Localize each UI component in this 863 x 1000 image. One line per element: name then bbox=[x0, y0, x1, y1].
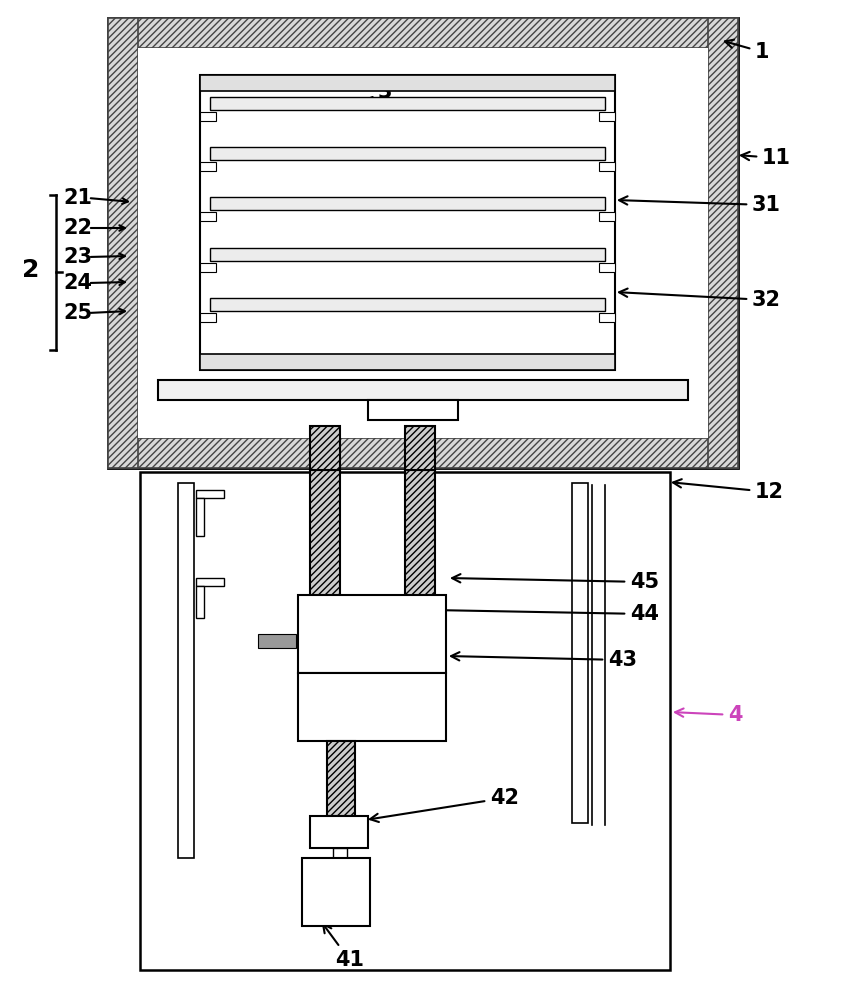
Bar bbox=[200, 75, 615, 370]
Bar bbox=[108, 18, 138, 468]
Text: 45: 45 bbox=[452, 572, 659, 592]
Bar bbox=[327, 741, 355, 816]
Bar bbox=[210, 298, 605, 311]
Bar bbox=[599, 112, 615, 121]
Text: 42: 42 bbox=[370, 788, 519, 822]
Text: 23: 23 bbox=[63, 247, 92, 267]
Bar bbox=[310, 426, 340, 470]
Bar bbox=[196, 490, 224, 498]
Bar bbox=[196, 578, 224, 586]
Bar bbox=[708, 18, 738, 468]
Bar bbox=[258, 634, 296, 648]
Text: 44: 44 bbox=[437, 604, 659, 624]
Bar bbox=[298, 595, 446, 673]
Bar bbox=[210, 97, 605, 110]
Bar bbox=[599, 162, 615, 171]
Text: 3: 3 bbox=[350, 82, 393, 107]
Bar bbox=[599, 212, 615, 221]
Bar bbox=[158, 380, 688, 400]
Bar bbox=[405, 426, 435, 470]
Bar bbox=[210, 147, 605, 160]
Text: 43: 43 bbox=[451, 650, 637, 670]
Text: 31: 31 bbox=[619, 195, 781, 215]
Bar bbox=[298, 673, 446, 741]
Text: 41: 41 bbox=[323, 924, 364, 970]
Bar bbox=[200, 162, 216, 171]
Text: 12: 12 bbox=[673, 479, 784, 502]
Bar bbox=[200, 263, 216, 272]
Bar bbox=[108, 18, 738, 48]
Text: 25: 25 bbox=[63, 303, 92, 323]
Bar bbox=[200, 212, 216, 221]
Bar bbox=[302, 858, 370, 926]
Text: 2: 2 bbox=[22, 258, 40, 282]
Bar bbox=[405, 470, 435, 615]
Bar bbox=[210, 248, 605, 261]
Bar bbox=[108, 438, 738, 468]
Text: 24: 24 bbox=[63, 273, 92, 293]
Bar bbox=[200, 75, 615, 91]
Bar bbox=[140, 472, 670, 970]
Bar bbox=[200, 313, 216, 322]
Text: 32: 32 bbox=[619, 289, 781, 310]
Bar bbox=[196, 498, 204, 536]
Text: 11: 11 bbox=[741, 148, 791, 168]
Bar bbox=[599, 263, 615, 272]
Bar bbox=[333, 848, 347, 858]
Bar bbox=[200, 112, 216, 121]
Bar bbox=[310, 816, 368, 848]
Bar bbox=[138, 48, 708, 438]
Bar bbox=[368, 400, 458, 420]
Bar bbox=[310, 470, 340, 615]
Bar bbox=[196, 586, 204, 618]
Bar bbox=[210, 197, 605, 210]
Text: 4: 4 bbox=[675, 705, 742, 725]
Bar bbox=[200, 354, 615, 370]
Text: 1: 1 bbox=[725, 40, 770, 62]
Bar bbox=[599, 313, 615, 322]
Bar bbox=[108, 18, 738, 468]
Bar bbox=[178, 483, 194, 858]
Bar bbox=[572, 483, 588, 823]
Text: 22: 22 bbox=[63, 218, 92, 238]
Text: 21: 21 bbox=[63, 188, 92, 208]
